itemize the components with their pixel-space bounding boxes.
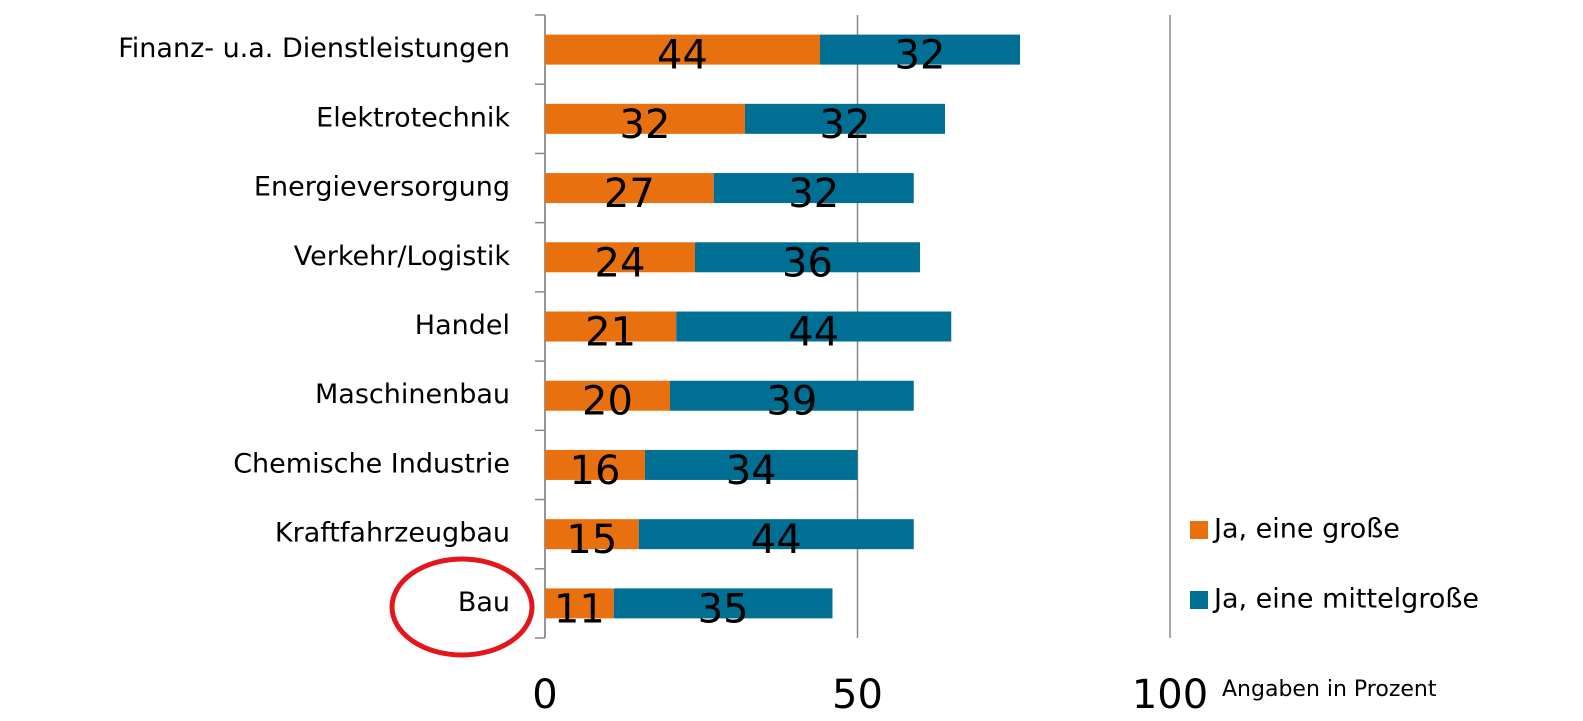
x-tick-label: 0 <box>532 672 557 718</box>
bar-segment <box>545 588 614 619</box>
data-label: 44 <box>751 517 802 563</box>
legend-swatch <box>1190 591 1208 609</box>
bar-segment <box>613 588 833 619</box>
bar-segment <box>545 519 639 550</box>
data-label: 16 <box>570 448 621 494</box>
bar-segment <box>545 103 745 134</box>
y-tick-label: Verkehr/Logistik <box>294 241 511 272</box>
bar-segment <box>638 519 914 550</box>
x-tick-label: 50 <box>832 672 883 718</box>
y-tick-label: Elektrotechnik <box>316 102 510 133</box>
bar-segment <box>713 173 914 204</box>
data-label: 27 <box>604 171 655 217</box>
bar-segment <box>545 173 714 204</box>
data-label: 44 <box>657 33 708 79</box>
bar-segment <box>695 242 920 273</box>
data-label: 35 <box>698 586 749 632</box>
legend-label: Ja, eine mittelgroße <box>1212 584 1479 615</box>
axis-note: Angaben in Prozent <box>1222 677 1437 702</box>
legend-swatch <box>1190 521 1208 539</box>
bar-segment <box>670 380 914 411</box>
highlight-circle <box>389 556 535 658</box>
data-label: 15 <box>566 517 617 563</box>
data-label: 39 <box>766 379 817 425</box>
data-label: 34 <box>726 448 777 494</box>
data-label: 32 <box>895 33 946 79</box>
y-tick-label: Chemische Industrie <box>233 448 510 479</box>
bar-segment <box>545 311 677 342</box>
data-label: 44 <box>788 310 839 356</box>
y-tick-label: Handel <box>415 310 510 341</box>
data-label: 21 <box>585 310 636 356</box>
bar-segment <box>545 380 670 411</box>
bar-segment <box>545 449 645 480</box>
data-label: 11 <box>554 586 605 632</box>
data-label: 32 <box>820 102 871 148</box>
data-label: 20 <box>582 379 633 425</box>
y-tick-label: Bau <box>458 587 510 618</box>
y-tick-label: Finanz- u.a. Dienstleistungen <box>118 33 510 64</box>
data-label: 24 <box>595 240 646 286</box>
legend-label: Ja, eine große <box>1212 514 1400 545</box>
bar-segment <box>745 103 945 134</box>
data-label: 36 <box>782 240 833 286</box>
data-label: 32 <box>788 171 839 217</box>
bar-segment <box>545 34 820 65</box>
bar-segment <box>545 242 695 273</box>
bar-segment <box>820 34 1020 65</box>
y-tick-label: Energieversorgung <box>254 172 510 203</box>
x-tick-label: 100 <box>1132 672 1208 718</box>
y-tick-label: Maschinenbau <box>315 379 510 410</box>
bar-segment <box>676 311 952 342</box>
y-tick-label: Kraftfahrzeugbau <box>275 518 510 549</box>
data-label: 32 <box>620 102 671 148</box>
bar-segment <box>645 449 858 480</box>
